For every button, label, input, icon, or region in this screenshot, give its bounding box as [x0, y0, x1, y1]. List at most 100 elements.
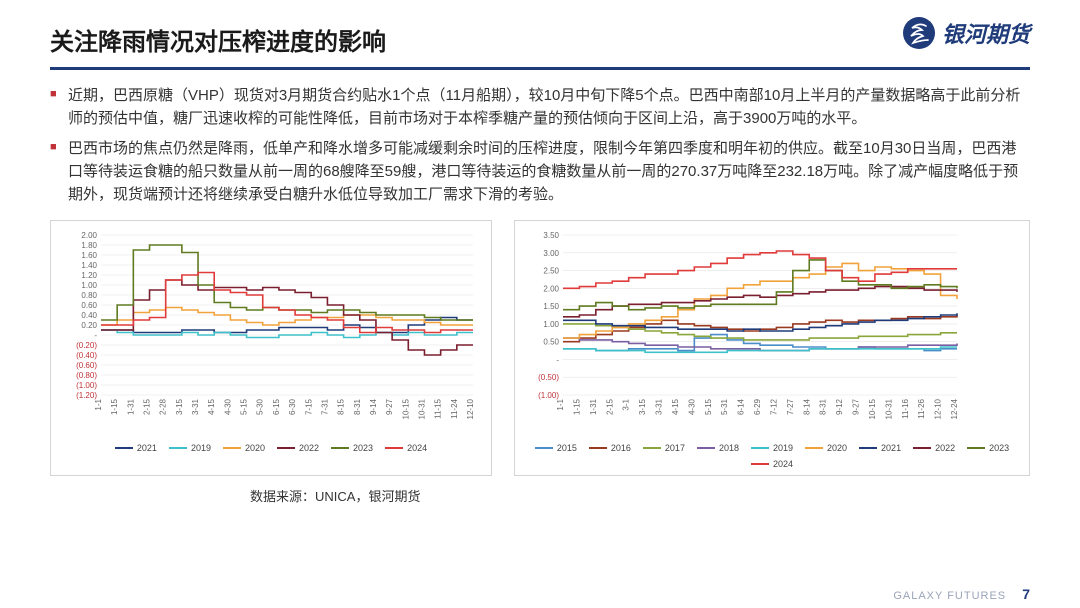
svg-text:-: - [94, 331, 97, 340]
svg-text:0.20: 0.20 [81, 321, 97, 330]
legend-item: 2017 [643, 443, 685, 453]
page-title: 关注降雨情况对压榨进度的影响 [50, 22, 1030, 57]
legend-item: 2019 [751, 443, 793, 453]
svg-text:0.60: 0.60 [81, 301, 97, 310]
svg-text:1.60: 1.60 [81, 251, 97, 260]
svg-text:(0.50): (0.50) [538, 373, 559, 382]
svg-text:10-31: 10-31 [417, 399, 426, 420]
page-number: 7 [1022, 586, 1030, 602]
svg-text:0.40: 0.40 [81, 311, 97, 320]
legend-item: 2020 [223, 443, 265, 453]
svg-text:12-10: 12-10 [934, 399, 943, 420]
svg-text:1-1: 1-1 [556, 399, 565, 411]
chart-left-legend: 202120192020202220232024 [61, 443, 481, 453]
svg-text:(0.60): (0.60) [76, 361, 97, 370]
legend-item: 2020 [805, 443, 847, 453]
svg-text:2-28: 2-28 [159, 399, 168, 416]
svg-text:-: - [556, 356, 559, 365]
svg-text:4-15: 4-15 [207, 399, 216, 416]
svg-text:(1.00): (1.00) [538, 391, 559, 400]
svg-text:1-15: 1-15 [572, 399, 581, 416]
svg-text:1-31: 1-31 [126, 399, 135, 416]
brand-logo: 银河期货 [902, 16, 1030, 50]
svg-text:1-1: 1-1 [94, 399, 103, 411]
svg-text:(1.20): (1.20) [76, 391, 97, 400]
svg-text:5-30: 5-30 [256, 399, 265, 416]
svg-text:11-16: 11-16 [901, 399, 910, 419]
svg-text:12-24: 12-24 [950, 399, 959, 420]
svg-text:(0.40): (0.40) [76, 351, 97, 360]
svg-text:11-15: 11-15 [434, 399, 443, 419]
svg-text:1-15: 1-15 [110, 399, 119, 416]
svg-text:6-29: 6-29 [753, 399, 762, 416]
svg-text:9-12: 9-12 [835, 399, 844, 416]
brand-logo-icon [902, 16, 936, 50]
legend-item: 2019 [169, 443, 211, 453]
svg-text:5-15: 5-15 [240, 399, 249, 416]
svg-text:11-24: 11-24 [450, 399, 459, 419]
footer: GALAXY FUTURES 7 [893, 586, 1030, 602]
svg-text:8-31: 8-31 [819, 399, 828, 416]
legend-item: 2022 [913, 443, 955, 453]
svg-text:1.50: 1.50 [543, 302, 559, 311]
svg-text:1.00: 1.00 [543, 320, 559, 329]
svg-text:3-15: 3-15 [175, 399, 184, 416]
legend-item: 2016 [589, 443, 631, 453]
legend-item: 2018 [697, 443, 739, 453]
svg-text:(0.80): (0.80) [76, 371, 97, 380]
svg-text:3-31: 3-31 [191, 399, 200, 416]
svg-text:9-27: 9-27 [852, 399, 861, 416]
svg-text:4-15: 4-15 [671, 399, 680, 416]
svg-text:2-15: 2-15 [143, 399, 152, 416]
legend-item: 2021 [115, 443, 157, 453]
svg-text:12-10: 12-10 [466, 399, 475, 420]
bullet-item: 近期，巴西原糖（VHP）现货对3月期货合约贴水1个点（11月船期），较10月中旬… [50, 84, 1030, 131]
svg-text:7-12: 7-12 [769, 399, 778, 416]
svg-text:1.20: 1.20 [81, 271, 97, 280]
svg-text:4-30: 4-30 [687, 399, 696, 416]
svg-text:3-1: 3-1 [622, 399, 631, 411]
svg-text:2.00: 2.00 [81, 231, 97, 240]
legend-item: 2021 [859, 443, 901, 453]
svg-text:0.50: 0.50 [543, 338, 559, 347]
svg-text:(0.20): (0.20) [76, 341, 97, 350]
brand-name: 银河期货 [942, 17, 1030, 49]
legend-item: 2024 [385, 443, 427, 453]
svg-text:1.00: 1.00 [81, 281, 97, 290]
svg-text:1-31: 1-31 [589, 399, 598, 416]
svg-text:3.50: 3.50 [543, 231, 559, 240]
svg-text:6-15: 6-15 [272, 399, 281, 416]
svg-text:0.80: 0.80 [81, 291, 97, 300]
svg-text:3-15: 3-15 [638, 399, 647, 416]
svg-text:5-15: 5-15 [704, 399, 713, 416]
svg-text:10-15: 10-15 [401, 399, 410, 420]
svg-text:9-14: 9-14 [369, 399, 378, 416]
svg-text:8-15: 8-15 [337, 399, 346, 416]
data-source: 数据来源：UNICA，银河期货 [250, 486, 1030, 505]
footer-brand: GALAXY FUTURES [893, 590, 1006, 602]
svg-text:1.80: 1.80 [81, 241, 97, 250]
svg-text:8-14: 8-14 [802, 399, 811, 416]
chart-left-svg: 2.001.801.601.401.201.000.800.600.400.20… [61, 229, 481, 439]
legend-item: 2024 [751, 459, 793, 469]
legend-item: 2015 [535, 443, 577, 453]
legend-item: 2023 [967, 443, 1009, 453]
svg-text:10-15: 10-15 [868, 399, 877, 420]
svg-text:2.00: 2.00 [543, 285, 559, 294]
svg-text:6-14: 6-14 [737, 399, 746, 416]
svg-text:4-30: 4-30 [223, 399, 232, 416]
chart-right-legend: 2015 2016 2017 2018 2019 2020 2021 2022 2023 2024 [525, 443, 1019, 469]
title-underline [50, 67, 1030, 70]
svg-text:7-27: 7-27 [786, 399, 795, 416]
svg-text:2.50: 2.50 [543, 267, 559, 276]
bullet-item: 巴西市场的焦点仍然是降雨，低单产和降水增多可能减缓剩余时间的压榨进度，限制今年第… [50, 137, 1030, 207]
svg-text:10-31: 10-31 [884, 399, 893, 420]
svg-text:3-31: 3-31 [655, 399, 664, 416]
bullet-list: 近期，巴西原糖（VHP）现货对3月期货合约贴水1个点（11月船期），较10月中旬… [50, 84, 1030, 206]
svg-text:1.40: 1.40 [81, 261, 97, 270]
svg-text:5-31: 5-31 [720, 399, 729, 416]
legend-item: 2023 [331, 443, 373, 453]
chart-left: 2.001.801.601.401.201.000.800.600.400.20… [50, 220, 492, 476]
chart-right: 3.50 3.00 2.50 2.00 1.50 1.00 0.50 - (0.50) (1.00… [514, 220, 1030, 476]
svg-text:3.00: 3.00 [543, 249, 559, 258]
